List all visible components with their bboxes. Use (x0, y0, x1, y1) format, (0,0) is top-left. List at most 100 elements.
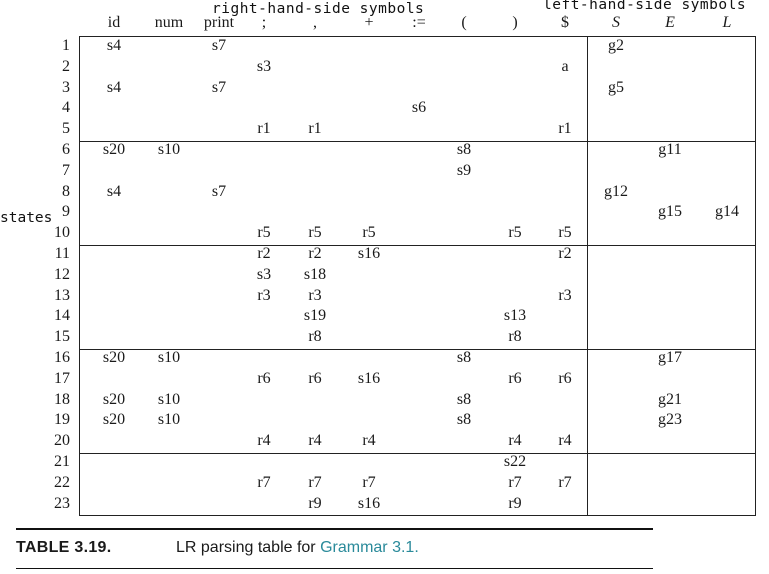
state-number: 16 (54, 349, 70, 366)
state-number: 4 (62, 99, 70, 116)
table-cell: s3 (256, 58, 272, 75)
table-cell: r2 (257, 245, 271, 262)
table-cell: s13 (503, 307, 527, 324)
table-cell: s3 (256, 266, 272, 283)
table-cell: r6 (558, 370, 572, 387)
table-cell: s10 (157, 391, 181, 408)
table-cell: r3 (558, 287, 572, 304)
table-cell: r5 (362, 224, 376, 241)
table-cell: g5 (608, 79, 624, 96)
column-header: ) (512, 14, 518, 31)
table-cell: r7 (362, 474, 376, 491)
state-number: 5 (62, 120, 70, 137)
table-cell: r5 (558, 224, 572, 241)
state-number: 23 (54, 495, 70, 512)
table-cell: r4 (257, 432, 271, 449)
table-cell: r4 (508, 432, 522, 449)
table-cell: g15 (658, 203, 682, 220)
table-cell: g14 (715, 203, 739, 220)
state-number: 7 (62, 162, 70, 179)
column-header: print (203, 14, 235, 31)
table-cell: s6 (411, 99, 427, 116)
state-number: 9 (62, 203, 70, 220)
table-cell: r3 (308, 287, 322, 304)
table-cell: r1 (257, 120, 271, 137)
table-cell: g21 (658, 391, 682, 408)
table-cell: r7 (508, 474, 522, 491)
table-cell: s4 (106, 37, 122, 54)
grammar-link[interactable]: Grammar 3.1. (320, 539, 419, 556)
table-cell: s7 (211, 79, 227, 96)
state-number: 10 (54, 224, 70, 241)
caption-rule-bottom (16, 568, 653, 569)
table-cell: s8 (456, 349, 472, 366)
table-cell: s10 (157, 411, 181, 428)
state-number: 15 (54, 328, 70, 345)
table-cell: g12 (604, 183, 628, 200)
group-divider (79, 349, 756, 350)
table-cell: r3 (257, 287, 271, 304)
table-cell: r1 (308, 120, 322, 137)
table-cell: g2 (608, 37, 624, 54)
table-cell: r7 (308, 474, 322, 491)
table-cell: s4 (106, 79, 122, 96)
table-cell: r8 (308, 328, 322, 345)
group-divider (79, 245, 756, 246)
table-cell: r4 (362, 432, 376, 449)
column-header: ( (461, 14, 467, 31)
table-cell: s20 (102, 349, 126, 366)
column-header: , (313, 14, 317, 31)
table-cell: r9 (308, 495, 322, 512)
column-header: S (612, 14, 620, 31)
table-cell: s7 (211, 37, 227, 54)
table-cell: s8 (456, 411, 472, 428)
table-cell: r1 (558, 120, 572, 137)
state-number: 1 (62, 37, 70, 54)
table-cell: s8 (456, 391, 472, 408)
state-number: 18 (54, 391, 70, 408)
state-number: 2 (62, 58, 70, 75)
table-cell: s16 (357, 370, 381, 387)
parse-table (79, 36, 756, 516)
lhs-header: left-hand-side symbols (543, 0, 747, 13)
table-cell: g23 (658, 411, 682, 428)
table-cell: s18 (303, 266, 327, 283)
table-cell: s20 (102, 141, 126, 158)
table-cell: s10 (157, 349, 181, 366)
state-number: 21 (54, 453, 70, 470)
state-number: 19 (54, 411, 70, 428)
table-cell: s10 (157, 141, 181, 158)
group-divider (79, 141, 756, 142)
table-cell: r2 (558, 245, 572, 262)
state-number: 3 (62, 79, 70, 96)
table-cell: s7 (211, 183, 227, 200)
column-header: $ (561, 14, 569, 31)
table-cell: r6 (308, 370, 322, 387)
table-cell: s22 (503, 453, 527, 470)
table-cell: g17 (658, 349, 682, 366)
table-cell: r4 (558, 432, 572, 449)
caption: TABLE 3.19. LR parsing table for Grammar… (16, 539, 419, 557)
caption-rule-top (16, 528, 653, 530)
column-header: id (107, 14, 121, 31)
state-number: 13 (54, 287, 70, 304)
column-header: + (364, 14, 374, 31)
column-header: := (412, 14, 426, 31)
column-header: num (154, 14, 184, 31)
column-header: ; (261, 14, 267, 31)
caption-body: LR parsing table for (176, 539, 321, 556)
caption-text: LR parsing table for Grammar 3.1. (176, 539, 419, 557)
states-label: states (0, 210, 53, 226)
state-number: 20 (54, 432, 70, 449)
table-cell: s20 (102, 391, 126, 408)
table-cell: s19 (303, 307, 327, 324)
table-cell: s9 (456, 162, 472, 179)
table-cell: r7 (257, 474, 271, 491)
state-number: 12 (54, 266, 70, 283)
table-cell: g11 (658, 141, 682, 158)
table-cell: r7 (558, 474, 572, 491)
table-cell: s4 (106, 183, 122, 200)
column-header: E (665, 14, 675, 31)
state-number: 8 (62, 183, 70, 200)
table-cell: r5 (508, 224, 522, 241)
